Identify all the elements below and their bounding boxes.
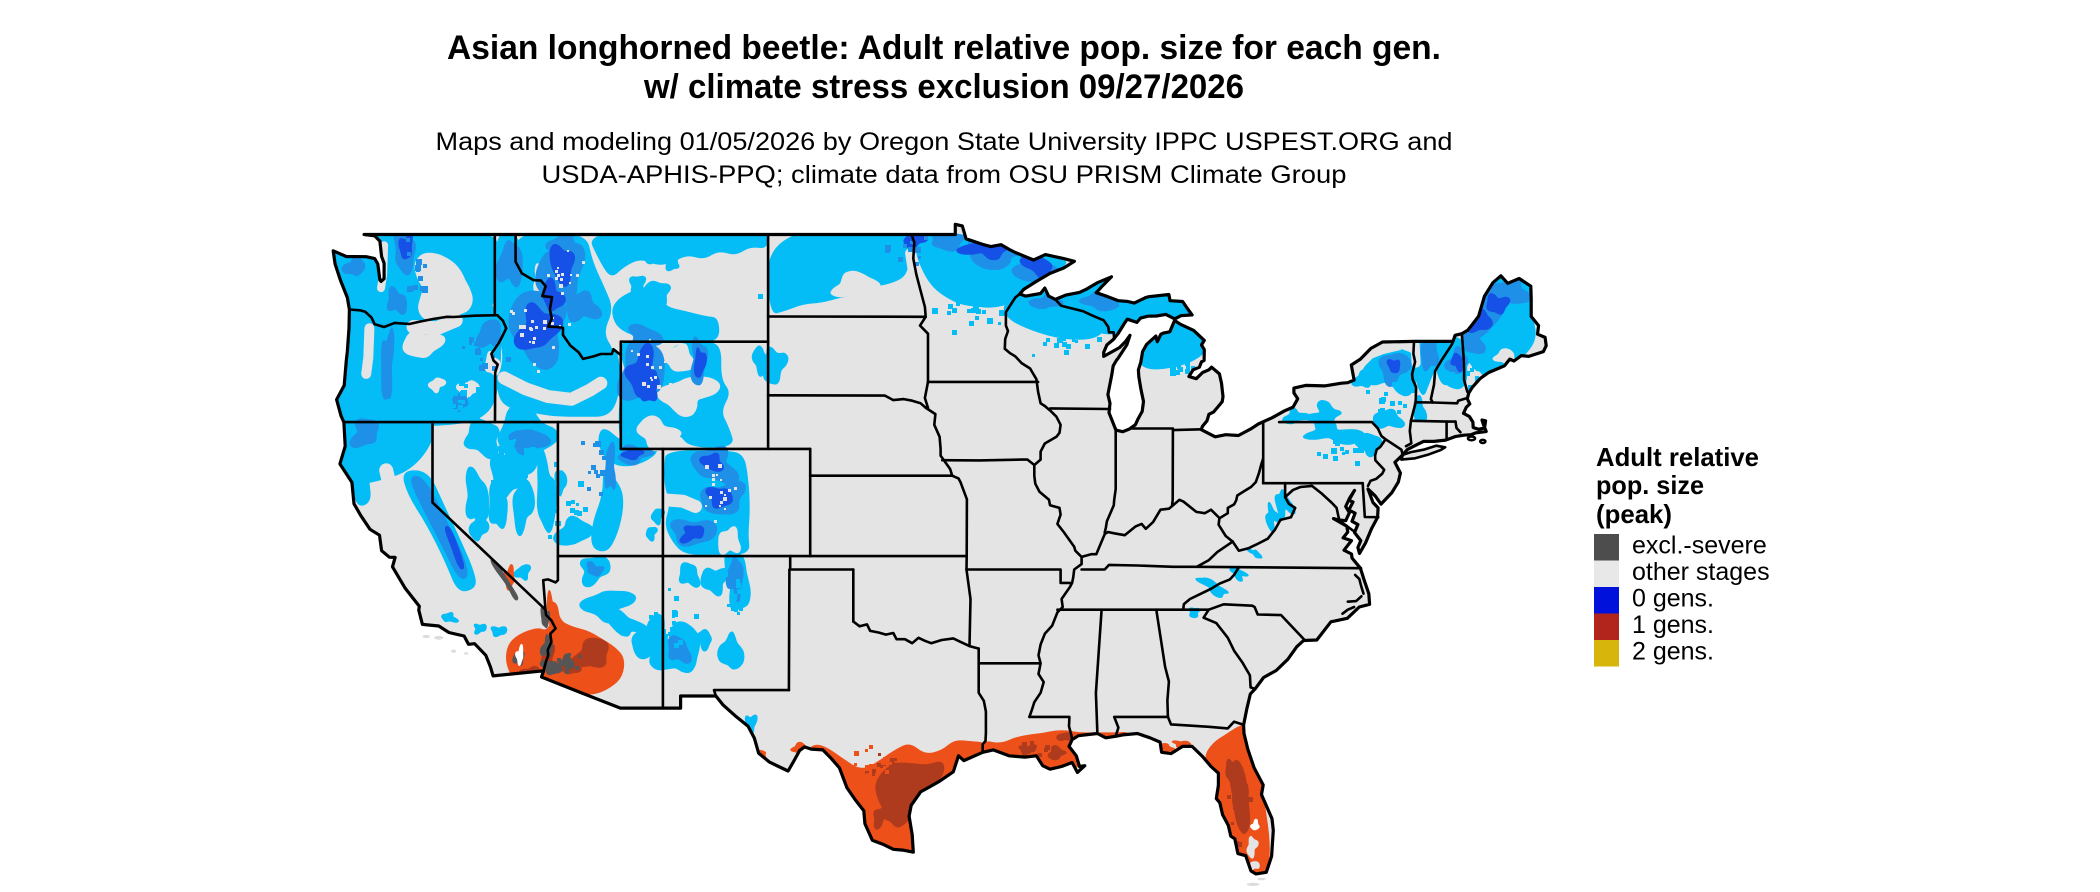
svg-text:1 gens.: 1 gens. [1632,611,1714,639]
svg-text:USDA-APHIS-PPQ; climate data f: USDA-APHIS-PPQ; climate data from OSU PR… [542,161,1347,189]
svg-text:Maps and modeling 01/05/2026 b: Maps and modeling 01/05/2026 by Oregon S… [436,128,1453,156]
svg-text:w/ climate stress exclusion 09: w/ climate stress exclusion 09/27/2026 [643,68,1244,106]
svg-text:other stages: other stages [1632,558,1770,586]
svg-text:2 gens.: 2 gens. [1632,638,1714,666]
svg-text:Adult relative: Adult relative [1596,442,1759,472]
svg-text:excl.-severe: excl.-severe [1632,532,1767,560]
svg-text:Asian longhorned beetle: Adult: Asian longhorned beetle: Adult relative … [447,29,1441,67]
svg-text:(peak): (peak) [1596,499,1672,529]
svg-text:pop. size: pop. size [1596,470,1704,500]
svg-text:0 gens.: 0 gens. [1632,585,1714,613]
